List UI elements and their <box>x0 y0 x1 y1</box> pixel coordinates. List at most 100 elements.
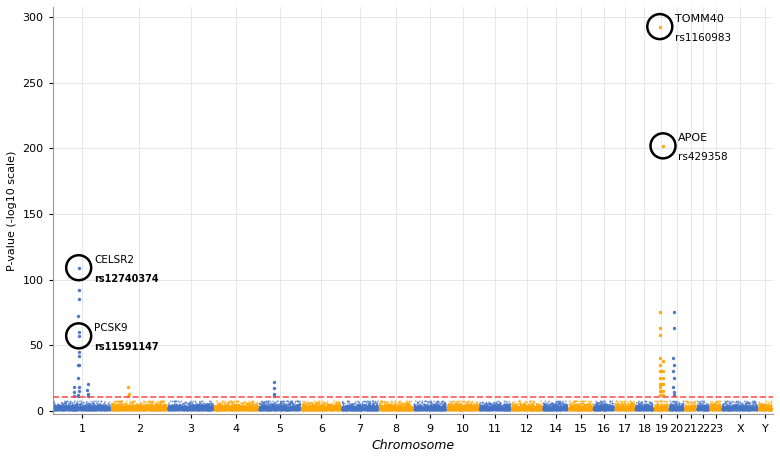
Point <box>604 406 617 414</box>
Point <box>189 404 201 412</box>
Point <box>670 407 682 414</box>
Point <box>479 406 491 413</box>
Point <box>632 403 644 411</box>
Point <box>594 397 607 405</box>
Point <box>387 407 399 414</box>
Point <box>498 407 510 414</box>
Point <box>333 407 346 414</box>
Point <box>172 406 184 413</box>
Point <box>283 405 296 413</box>
Point <box>123 405 136 412</box>
Point <box>488 403 501 411</box>
Point <box>515 406 527 414</box>
Point <box>491 405 504 413</box>
Point <box>675 407 688 414</box>
Point <box>147 407 159 414</box>
Point <box>55 402 68 409</box>
Point <box>264 401 276 408</box>
Point <box>653 406 665 414</box>
Point <box>104 403 116 410</box>
Point <box>604 406 616 413</box>
Point <box>446 406 459 413</box>
Point <box>140 405 153 412</box>
Point <box>48 407 61 414</box>
Point <box>83 406 95 413</box>
Point <box>576 407 588 414</box>
Point <box>58 405 70 413</box>
Point <box>581 406 594 413</box>
Point <box>465 407 477 414</box>
Point <box>434 406 447 413</box>
Point <box>478 404 491 412</box>
Point <box>242 405 254 412</box>
Point <box>49 405 62 412</box>
Point <box>565 405 577 412</box>
Point <box>178 407 190 414</box>
Point <box>160 406 172 414</box>
Point <box>580 404 593 411</box>
Point <box>101 406 114 413</box>
Point <box>98 404 110 412</box>
Point <box>94 403 107 410</box>
Point <box>423 406 435 414</box>
Point <box>191 406 204 414</box>
Point <box>604 407 616 414</box>
Point <box>310 404 323 411</box>
Point <box>718 403 730 410</box>
Point <box>98 402 111 409</box>
Point <box>537 407 550 414</box>
Point <box>80 403 92 410</box>
Point <box>545 407 558 414</box>
Point <box>145 407 158 414</box>
Point <box>281 403 293 410</box>
Point <box>690 402 702 409</box>
Point <box>431 405 444 412</box>
Point <box>711 400 723 407</box>
Point <box>692 405 704 413</box>
Point <box>98 406 111 414</box>
Point <box>722 406 735 414</box>
Point <box>638 406 651 413</box>
Point <box>75 404 87 411</box>
Point <box>91 403 104 410</box>
Point <box>58 404 70 411</box>
Point <box>429 405 441 413</box>
Point <box>480 405 493 413</box>
Point <box>102 407 115 414</box>
Point <box>125 407 137 414</box>
Point <box>487 405 499 413</box>
Point <box>713 403 725 410</box>
Point <box>654 407 666 414</box>
Point <box>633 406 646 413</box>
Point <box>154 404 166 412</box>
Point <box>208 403 221 410</box>
Point <box>190 406 202 413</box>
Point <box>582 407 594 414</box>
Point <box>445 400 457 408</box>
Point <box>229 404 241 411</box>
Point <box>91 403 104 410</box>
Point <box>484 407 497 414</box>
Point <box>209 406 222 414</box>
Point <box>566 405 578 413</box>
Point <box>210 407 222 414</box>
Point <box>733 406 746 414</box>
Point <box>677 406 690 413</box>
Point <box>83 404 95 412</box>
Point <box>682 406 694 413</box>
Point <box>255 406 268 413</box>
Point <box>549 404 562 412</box>
Point <box>539 406 551 414</box>
Point <box>330 406 342 413</box>
Point <box>265 402 278 409</box>
Point <box>369 406 381 414</box>
Point <box>185 406 197 414</box>
Point <box>69 406 82 413</box>
Point <box>419 406 431 414</box>
Point <box>463 407 475 414</box>
Point <box>652 406 665 414</box>
Point <box>403 406 416 414</box>
Point <box>326 406 339 413</box>
Point <box>166 405 179 413</box>
Point <box>443 406 456 414</box>
